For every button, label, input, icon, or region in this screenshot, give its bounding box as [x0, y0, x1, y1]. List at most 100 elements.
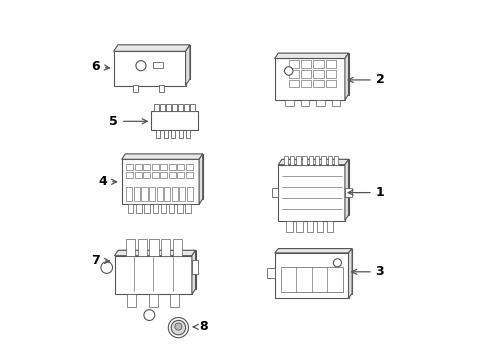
Bar	[302, 156, 307, 165]
Circle shape	[144, 310, 155, 320]
Bar	[289, 60, 299, 68]
Text: 7: 7	[91, 255, 109, 267]
Bar	[313, 80, 324, 87]
Bar	[118, 45, 190, 79]
Bar	[149, 239, 159, 256]
Bar	[172, 104, 176, 111]
Bar	[275, 58, 345, 100]
Bar	[325, 60, 336, 68]
Bar	[115, 256, 192, 294]
Circle shape	[171, 320, 186, 335]
Bar	[133, 85, 139, 92]
Bar	[301, 60, 312, 68]
Bar	[301, 100, 309, 106]
Polygon shape	[114, 45, 190, 51]
Bar	[127, 294, 136, 307]
Bar	[149, 294, 157, 307]
Bar	[286, 220, 293, 232]
Polygon shape	[348, 248, 352, 298]
Bar	[309, 156, 313, 165]
Bar	[284, 156, 288, 165]
Bar	[160, 104, 165, 111]
Bar	[166, 104, 171, 111]
Bar	[186, 164, 193, 170]
Bar	[135, 172, 142, 178]
Polygon shape	[278, 159, 348, 165]
Bar	[190, 104, 195, 111]
Bar	[144, 172, 150, 178]
Bar	[128, 204, 133, 213]
Bar	[177, 204, 183, 213]
Bar	[187, 187, 193, 201]
Bar	[345, 188, 351, 197]
Bar	[161, 239, 170, 256]
Bar	[135, 164, 142, 170]
Bar	[152, 164, 159, 170]
Bar	[177, 164, 184, 170]
Circle shape	[101, 262, 113, 273]
Bar	[316, 100, 324, 106]
Bar	[149, 187, 155, 201]
Bar	[126, 239, 135, 256]
Bar	[278, 248, 352, 294]
Bar	[289, 70, 299, 78]
Bar	[178, 130, 183, 138]
Bar	[334, 156, 339, 165]
Bar	[285, 100, 294, 106]
Text: 6: 6	[91, 60, 109, 73]
Bar	[164, 187, 170, 201]
Bar	[125, 154, 203, 199]
Text: 3: 3	[352, 265, 384, 278]
Bar	[144, 164, 150, 170]
Bar	[325, 80, 336, 87]
Bar	[192, 260, 198, 274]
Bar	[153, 62, 163, 68]
Polygon shape	[115, 250, 196, 256]
Bar	[171, 294, 179, 307]
Bar	[136, 204, 142, 213]
Bar	[268, 268, 275, 278]
Circle shape	[136, 60, 146, 71]
Bar	[172, 187, 178, 201]
Bar	[313, 60, 324, 68]
Polygon shape	[275, 53, 348, 58]
Polygon shape	[275, 248, 352, 253]
Bar	[278, 53, 348, 94]
Text: 2: 2	[348, 73, 384, 86]
Bar	[138, 239, 147, 256]
Bar	[126, 187, 132, 201]
Bar	[186, 130, 190, 138]
Bar	[282, 159, 348, 215]
Bar	[169, 204, 174, 213]
Bar	[184, 104, 189, 111]
Bar	[151, 111, 198, 130]
Bar	[315, 156, 319, 165]
Bar	[186, 172, 193, 178]
Bar	[118, 250, 196, 289]
Bar	[296, 220, 303, 232]
Bar	[172, 239, 182, 256]
Circle shape	[333, 259, 342, 267]
Bar	[171, 130, 175, 138]
Polygon shape	[122, 154, 203, 159]
Bar	[126, 172, 133, 178]
Bar	[313, 70, 324, 78]
Bar	[328, 156, 332, 165]
Bar	[134, 187, 140, 201]
Polygon shape	[345, 53, 348, 100]
Text: 8: 8	[193, 320, 208, 333]
Bar	[161, 204, 166, 213]
Bar	[307, 220, 313, 232]
Bar	[178, 104, 183, 111]
Bar	[325, 70, 336, 78]
Bar	[321, 156, 326, 165]
Bar	[177, 172, 184, 178]
Bar	[275, 253, 348, 298]
Bar	[160, 164, 167, 170]
Bar	[152, 204, 158, 213]
Bar	[164, 130, 168, 138]
Polygon shape	[192, 250, 196, 294]
Bar	[290, 156, 294, 165]
Bar	[114, 51, 186, 85]
Bar	[160, 172, 167, 178]
